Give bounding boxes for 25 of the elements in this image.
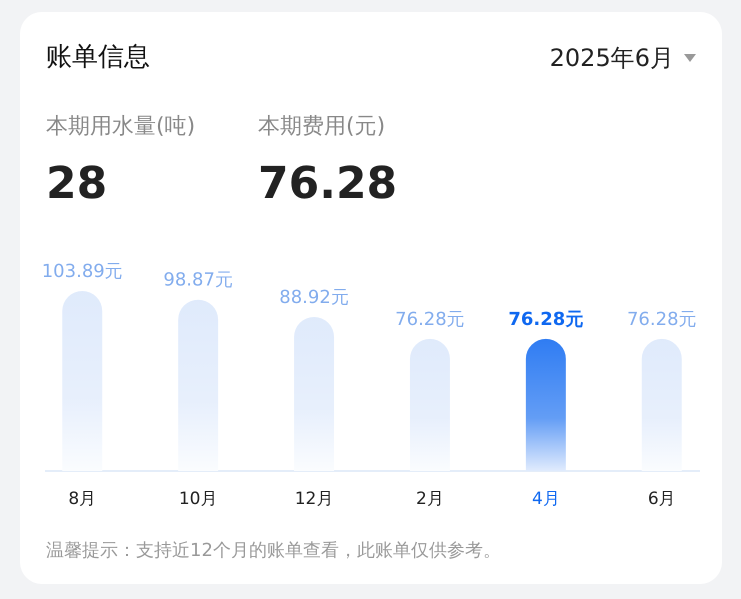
data-label: 88.92元	[279, 286, 349, 308]
data-label: 76.28元	[395, 308, 465, 330]
text: 本期用水量(吨)	[46, 114, 196, 139]
x-tick-label: 12月	[294, 489, 334, 509]
text: 76.28	[258, 158, 398, 209]
x-tick-label: 6月	[648, 489, 676, 509]
text: 28	[46, 158, 108, 209]
data-label: 98.87元	[163, 270, 233, 291]
bar	[178, 300, 218, 471]
text: 温馨提示：支持近12个月的账单查看，此账单仅供参考。	[46, 540, 501, 561]
bar	[294, 316, 334, 471]
text: 本期费用(元)	[258, 114, 386, 139]
chart-title: 账单信息	[46, 42, 150, 72]
bar	[410, 338, 450, 471]
data-label: 103.89元	[42, 261, 123, 282]
bar	[642, 338, 682, 471]
x-tick-label: 4月	[532, 489, 560, 509]
data-label: 76.28元	[626, 308, 697, 330]
text: 2025年6月	[550, 44, 674, 72]
x-tick-label: 2月	[416, 489, 444, 509]
x-tick-label: 8月	[68, 489, 96, 509]
data-label: 76.28元	[508, 308, 584, 330]
bar	[526, 338, 566, 471]
x-tick-label: 10月	[178, 489, 218, 509]
bar	[62, 291, 102, 471]
